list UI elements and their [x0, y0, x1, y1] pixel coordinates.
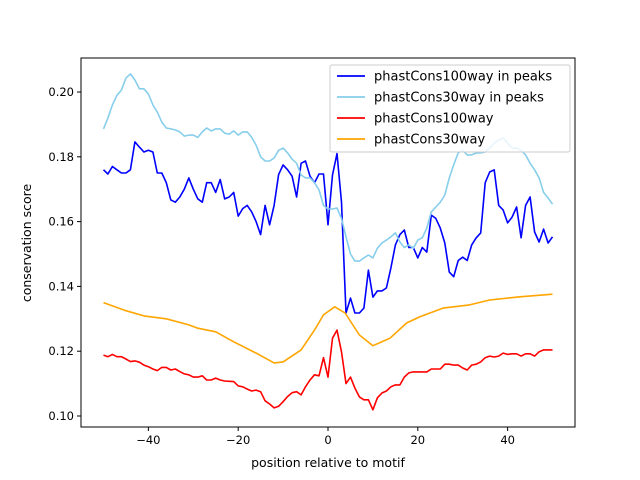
- legend-box: [329, 64, 571, 153]
- x-axis: −40 −20 0 20 40: [136, 427, 515, 447]
- x-tick-label: 40: [500, 433, 515, 447]
- legend-entry-phastcons30way: phastCons30way: [337, 133, 486, 148]
- y-tick-label: 0.20: [48, 85, 74, 99]
- series-layer: [102, 73, 554, 411]
- y-tick-label: 0.14: [48, 279, 74, 293]
- series-line-phastcons30way-in-peaks: [102, 73, 554, 262]
- x-tick-label: 20: [410, 433, 425, 447]
- legend-label: phastCons30way: [374, 133, 486, 148]
- series-line-phastcons100way-in-peaks: [102, 141, 554, 314]
- legend-entry-phastcons30way-in-peaks: phastCons30way in peaks: [337, 91, 544, 106]
- x-axis-label: position relative to motif: [251, 455, 405, 470]
- legend-label: phastCons100way in peaks: [374, 70, 552, 85]
- y-tick-label: 0.16: [48, 215, 74, 229]
- legend-label: phastCons30way in peaks: [374, 91, 544, 106]
- series-line-phastcons30way: [103, 293, 553, 364]
- x-tick-label: −20: [226, 433, 250, 447]
- legend: phastCons100way in peaks phastCons30way i…: [329, 64, 571, 153]
- y-tick-label: 0.12: [48, 344, 74, 358]
- series-line-phastcons100way: [103, 329, 553, 411]
- y-tick-label: 0.18: [48, 150, 74, 164]
- x-tick-label: −40: [136, 433, 160, 447]
- y-axis: 0.10 0.12 0.14 0.16 0.18 0.20: [48, 85, 81, 423]
- y-axis-label: conservation score: [19, 184, 34, 303]
- y-tick-label: 0.10: [48, 409, 74, 423]
- legend-entry-phastcons100way: phastCons100way: [337, 112, 494, 127]
- legend-label: phastCons100way: [374, 112, 494, 127]
- x-tick-label: 0: [324, 433, 331, 447]
- legend-entry-phastcons100way-in-peaks: phastCons100way in peaks: [337, 70, 552, 85]
